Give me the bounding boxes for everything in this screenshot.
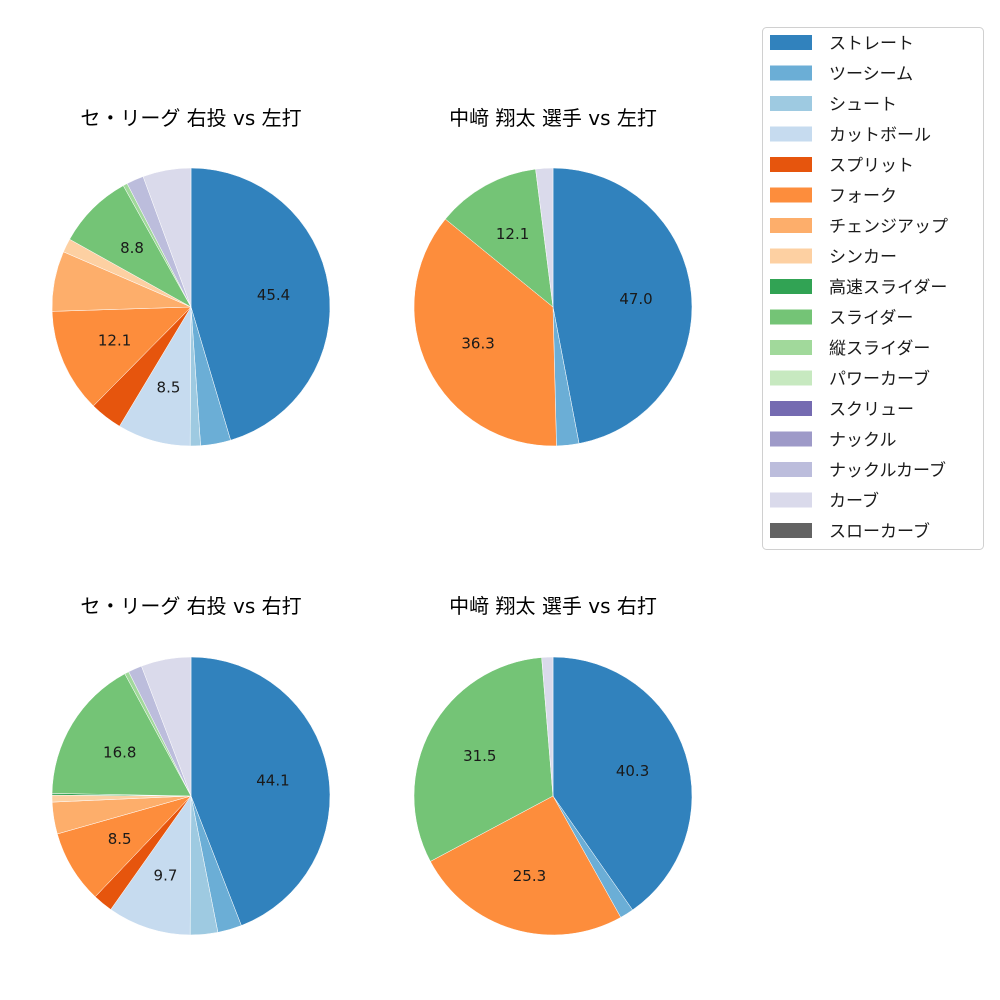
pie-slice-ストレート [190, 656, 331, 926]
pie-slice-カーブ [141, 656, 192, 797]
slice-label: 25.3 [513, 867, 546, 885]
legend-label: ナックル [829, 431, 897, 451]
slice-label: 31.5 [463, 747, 496, 765]
legend-label: スプリット [829, 156, 914, 176]
pie-slice-ストレート [552, 656, 693, 911]
legend-label: シュート [829, 95, 897, 115]
slice-label: 9.7 [154, 866, 178, 884]
legend-swatch [770, 126, 812, 142]
pie-slice-ストレート [190, 167, 331, 441]
legend-swatch [770, 523, 812, 538]
legend-label: スライダー [829, 309, 913, 329]
legend-swatch [770, 187, 812, 203]
legend-label: 高速スライダー [829, 278, 947, 298]
pie-slice-フォーク [51, 306, 192, 407]
chart-title: セ・リーグ 右投 vs 左打 [80, 106, 301, 130]
slice-label: 8.8 [120, 239, 144, 257]
chart-title: セ・リーグ 右投 vs 右打 [80, 594, 301, 618]
slice-label: 8.5 [108, 830, 132, 848]
pie-chart-3: セ・リーグ 右投 vs 右打 44.1 9.7 8.5 16.8 [51, 594, 331, 936]
pie-slice-カーブ [142, 167, 192, 308]
legend-swatch [770, 340, 812, 355]
legend-label: スローカーブ [829, 521, 930, 542]
pie-slice-フォーク [413, 218, 557, 447]
chart-title: 中﨑 翔太 選手 vs 左打 [449, 106, 657, 130]
pie-slice-カーブ [541, 656, 554, 797]
pie-chart-2: 中﨑 翔太 選手 vs 左打 47.0 36.3 12.1 [413, 106, 693, 447]
legend-label: シンカー [829, 248, 897, 268]
slice-label: 36.3 [461, 335, 494, 353]
legend-label: スクリュー [829, 400, 914, 420]
legend-label: 縦スライダー [829, 339, 930, 359]
legend-label: ツーシーム [829, 65, 913, 85]
slice-label: 12.1 [98, 331, 131, 349]
legend-label: ストレート [829, 34, 914, 54]
slice-label: 12.1 [496, 225, 529, 243]
pie-slice-ストレート [552, 167, 693, 444]
legend-swatch [770, 309, 812, 325]
legend-swatch [770, 157, 812, 172]
pie-slice-カットボール [110, 795, 192, 936]
legend-swatch [770, 96, 812, 111]
pie-chart-4: 中﨑 翔太 選手 vs 右打 40.3 25.3 31.5 [413, 594, 693, 936]
slice-label: 8.5 [157, 378, 181, 396]
legend-swatch [770, 65, 812, 81]
legend-label: カーブ [829, 491, 879, 512]
legend-swatch [770, 401, 812, 416]
pie-slice-フォーク [430, 795, 622, 936]
legend-swatch [770, 218, 812, 233]
pie-slice-スライダー [444, 168, 554, 308]
slice-label: 45.4 [257, 286, 290, 304]
legend-swatch [770, 279, 812, 294]
pie-slice-スライダー [51, 673, 192, 797]
legend-swatch [770, 370, 812, 386]
legend-label: フォーク [829, 187, 897, 207]
legend: ストレートツーシームシュートカットボールスプリットフォークチェンジアップシンカー… [762, 27, 984, 550]
legend-swatch [770, 248, 812, 264]
slice-label: 44.1 [256, 772, 289, 790]
pie-slice-スライダー [413, 657, 554, 862]
legend-label: ナックルカーブ [829, 460, 946, 481]
slice-label: 16.8 [103, 744, 136, 762]
legend-swatch [770, 462, 812, 477]
legend-swatch [770, 35, 812, 50]
legend-swatch [770, 431, 812, 447]
pie-slice-カーブ [535, 167, 554, 308]
legend-swatch [770, 492, 812, 508]
legend-label: チェンジアップ [829, 217, 948, 237]
slice-label: 47.0 [619, 290, 652, 308]
chart-title: 中﨑 翔太 選手 vs 右打 [449, 594, 657, 618]
slice-label: 40.3 [616, 762, 649, 780]
legend-label: カットボール [829, 126, 931, 146]
pie-chart-1: セ・リーグ 右投 vs 左打 45.4 8.5 12.1 8.8 [51, 106, 331, 447]
legend-label: パワーカーブ [829, 369, 930, 390]
